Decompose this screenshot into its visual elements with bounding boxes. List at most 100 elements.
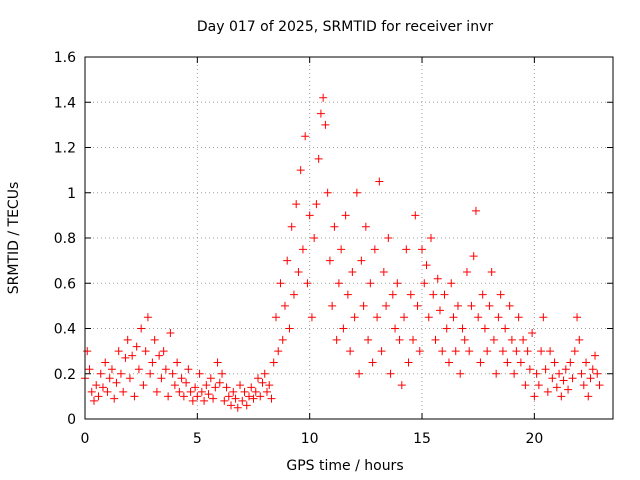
data-point [402, 245, 411, 254]
data-point [400, 313, 409, 322]
data-point [209, 394, 218, 403]
data-point [157, 374, 166, 383]
x-tick-label: 5 [193, 431, 202, 447]
data-point [557, 392, 566, 401]
x-tick-label: 15 [413, 431, 431, 447]
data-point [289, 290, 298, 299]
data-point [332, 335, 341, 344]
data-point [550, 358, 559, 367]
data-point [123, 335, 132, 344]
data-point [292, 200, 301, 209]
data-point [298, 245, 307, 254]
data-point [251, 387, 260, 396]
data-point [112, 378, 121, 387]
data-point [471, 206, 480, 215]
data-point [294, 267, 303, 276]
data-point [474, 313, 483, 322]
data-point [92, 381, 101, 390]
data-point [170, 381, 179, 390]
data-point [211, 383, 220, 392]
data-point [265, 381, 274, 390]
data-point [366, 279, 375, 288]
data-point [368, 358, 377, 367]
data-point [359, 301, 368, 310]
data-point [431, 335, 440, 344]
data-point [330, 222, 339, 231]
data-point [321, 120, 330, 129]
data-point [161, 365, 170, 374]
data-point [355, 369, 364, 378]
data-point [202, 381, 211, 390]
data-point [561, 365, 570, 374]
data-point [269, 358, 278, 367]
data-point [114, 347, 123, 356]
data-point [391, 324, 400, 333]
data-point [254, 374, 263, 383]
data-point [262, 387, 271, 396]
data-point [215, 378, 224, 387]
data-point [566, 358, 575, 367]
data-point [420, 279, 429, 288]
data-point [530, 392, 539, 401]
data-point [325, 256, 334, 265]
data-point [229, 387, 238, 396]
data-point [231, 394, 240, 403]
data-point [150, 335, 159, 344]
data-point [487, 267, 496, 276]
data-point [501, 324, 510, 333]
data-point [510, 369, 519, 378]
data-point [440, 290, 449, 299]
data-point [218, 369, 227, 378]
x-axis-label: GPS time / hours [286, 458, 403, 474]
data-point [249, 394, 258, 403]
data-point [543, 387, 552, 396]
data-point [492, 369, 501, 378]
data-point [552, 383, 561, 392]
data-point [364, 335, 373, 344]
data-point [227, 401, 236, 410]
data-point [164, 392, 173, 401]
data-point [418, 245, 427, 254]
data-point [260, 369, 269, 378]
data-point [582, 358, 591, 367]
data-point [191, 383, 200, 392]
data-point [89, 396, 98, 405]
data-point [312, 200, 321, 209]
data-point [96, 369, 105, 378]
data-point [334, 279, 343, 288]
data-point [422, 261, 431, 270]
data-point [350, 313, 359, 322]
data-point [453, 301, 462, 310]
x-tick-label: 10 [301, 431, 319, 447]
data-point [494, 313, 503, 322]
data-point [395, 335, 404, 344]
data-point [348, 267, 357, 276]
chart-title: Day 017 of 2025, SRMTID for receiver inv… [197, 19, 493, 35]
data-point [87, 387, 96, 396]
data-point [528, 329, 537, 338]
data-point [85, 365, 94, 374]
data-point [280, 301, 289, 310]
data-point [296, 166, 305, 175]
data-point [375, 177, 384, 186]
data-point [427, 234, 436, 242]
data-point [278, 335, 287, 344]
data-point [442, 324, 451, 333]
data-point [404, 358, 413, 367]
data-point [121, 353, 130, 362]
y-tick-label: 0.8 [54, 231, 76, 247]
data-point [370, 245, 379, 254]
data-point [206, 374, 215, 383]
data-point [323, 188, 332, 197]
data-point [271, 313, 280, 322]
data-point [193, 392, 202, 401]
data-point [519, 335, 528, 344]
y-tick-label: 0.6 [54, 276, 76, 292]
data-point [175, 387, 184, 396]
data-point [110, 394, 119, 403]
data-point [307, 313, 316, 322]
data-point [195, 369, 204, 378]
data-point [236, 381, 245, 390]
data-point [377, 347, 386, 356]
data-point [287, 222, 296, 231]
